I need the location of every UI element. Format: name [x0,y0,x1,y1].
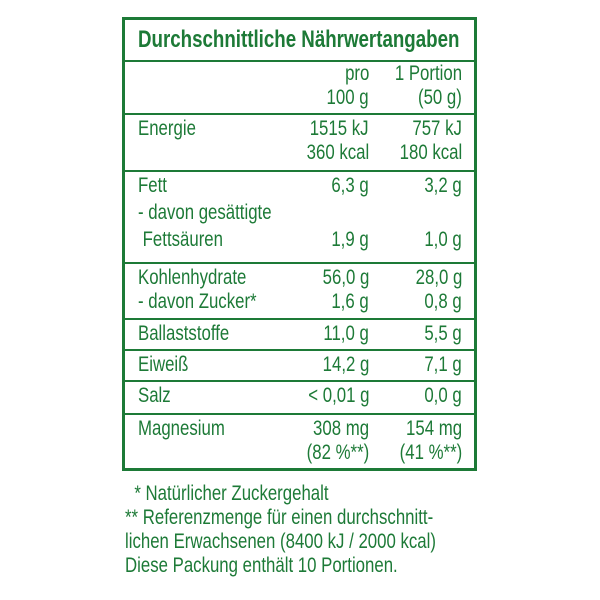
value-per-portion: 1,0 g [424,228,462,251]
nutrient-label: Magnesium [138,417,225,440]
nutrient-label: Fett [138,174,167,197]
nutrient-row: Kohlenhydrate 56,0 g 28,0 g - davon Zucker*… [125,264,474,320]
value-per-100g: 6,3 g [331,174,369,197]
value-per-portion: 5,5 g [424,322,462,345]
value-per-portion: 0,0 g [424,384,462,407]
nutrition-table: Durchschnittliche Nährwertangaben pro 1 P… [122,17,477,471]
nutrient-label: Salz [138,384,171,407]
header-col1-line1: pro [344,62,369,85]
value-per-portion: 28,0 g [415,266,462,289]
value-per-portion: 7,1 g [424,353,462,376]
value-per-100g: 11,0 g [323,322,369,345]
nutrient-label: Energie [138,117,196,140]
value-per-portion: 180 kcal [399,141,462,164]
nutrient-label: Ballaststoffe [138,322,230,345]
nutrient-label: Kohlenhydrate [138,266,247,289]
nutrient-label: Fettsäuren [138,228,223,251]
nutrient-row: Magnesium 308 mg 154 mg (82 %**) (41 %**) [125,415,474,470]
footnotes: * Natürlicher Zuckergehalt ** Referenzme… [125,482,514,578]
nutrient-row: Salz < 0,01 g 0,0 g [125,382,474,415]
value-per-100g: 1515 kJ [310,117,369,140]
header-row: pro 1 Portion 100 g (50 g) [125,62,474,115]
nutrient-row: Energie 1515 kJ 757 kJ 360 kcal 180 kcal [125,115,474,172]
nutrient-label: - davon gesättigte [138,201,272,224]
value-per-100g: (82 %**) [306,441,369,464]
table-title-row: Durchschnittliche Nährwertangaben [125,20,474,62]
footnote-portions: Diese Packung enthält 10 Portionen. [125,554,398,577]
nutrient-row: Ballaststoffe 11,0 g 5,5 g [125,320,474,351]
nutrient-row: Eiweiß 14,2 g 7,1 g [125,351,474,382]
footnote-reference-cont: lichen Erwachsenen (8400 kJ / 2000 kcal) [125,530,436,553]
value-per-100g: < 0,01 g [307,384,369,407]
header-col1-line2: 100 g [326,86,369,109]
value-per-portion: 154 mg [405,417,462,440]
value-per-100g: 1,6 g [331,290,369,313]
nutrient-label: Eiweiß [138,353,189,376]
value-per-portion: (41 %**) [399,441,462,464]
value-per-100g: 14,2 g [322,353,369,376]
footnote-reference: ** Referenzmenge für einen durchschnitt- [125,506,434,529]
footnote-sugar: * Natürlicher Zuckergehalt [125,482,329,505]
value-per-100g: 56,0 g [322,266,369,289]
value-per-portion: 0,8 g [424,290,462,313]
nutrient-row: Fett 6,3 g 3,2 g - davon gesättigte Fettsäu… [125,172,474,264]
value-per-100g: 308 mg [312,417,369,440]
value-per-100g: 1,9 g [331,228,369,251]
header-col2-line2: (50 g) [418,86,462,109]
value-per-portion: 757 kJ [412,117,463,140]
table-title: Durchschnittliche Nährwertangaben [138,26,460,53]
value-per-portion: 3,2 g [424,174,462,197]
value-per-100g: 360 kcal [306,141,369,164]
nutrient-label: - davon Zucker* [138,290,257,313]
header-col2-line1: 1 Portion [394,62,462,85]
